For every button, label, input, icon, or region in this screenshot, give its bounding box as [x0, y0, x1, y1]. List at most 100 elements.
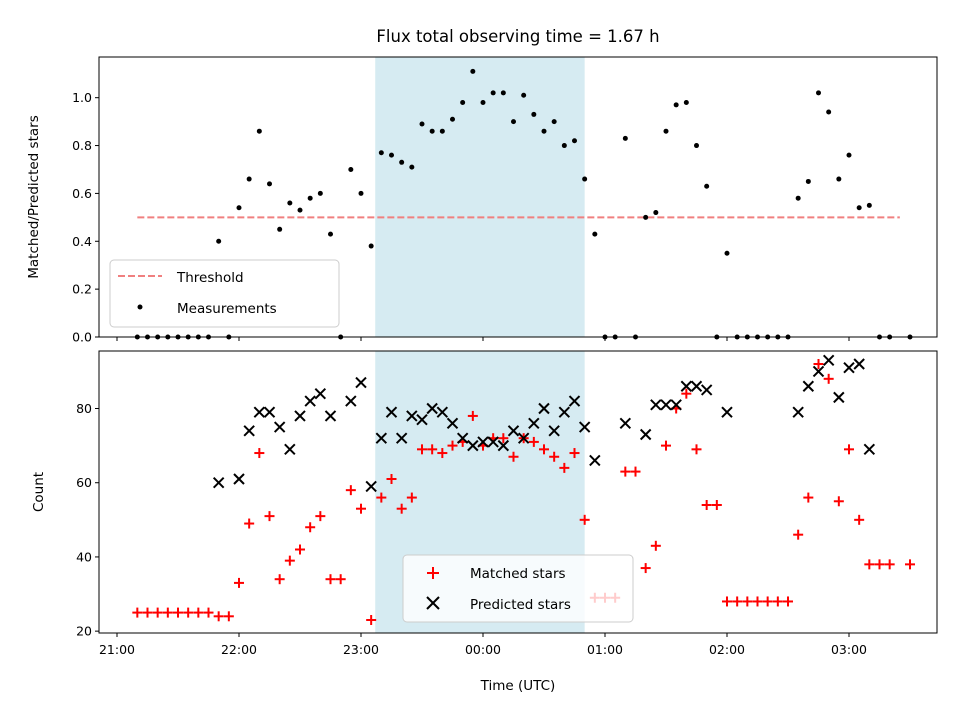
measurement-point — [805, 178, 811, 184]
measurement-point — [256, 128, 262, 134]
predicted-star-point — [375, 432, 388, 444]
predicted-star-point — [660, 399, 672, 411]
ratio-legend: Threshold Measurements — [109, 259, 340, 328]
matched-star-point — [234, 577, 244, 588]
measurement-point — [439, 128, 445, 134]
measurement-point — [561, 143, 567, 149]
matched-star-point — [732, 596, 743, 607]
matched-star-point — [630, 466, 641, 477]
predicted-star-point — [690, 380, 703, 392]
measurement-point — [816, 90, 821, 96]
matched-star-point — [427, 444, 438, 455]
matched-star-point — [142, 607, 153, 618]
ratio-frame — [98, 56, 938, 338]
matched-star-point — [152, 607, 163, 618]
measurement-point — [511, 119, 516, 125]
matched-star-point — [356, 503, 366, 514]
matched-star-point — [528, 436, 539, 447]
measurement-point — [358, 190, 364, 196]
matched-star-point — [722, 596, 732, 607]
measurement-point — [836, 176, 842, 182]
measurement-point — [277, 226, 283, 232]
matched-star-point — [711, 499, 722, 510]
measurement-point — [541, 128, 547, 134]
matched-star-point — [539, 444, 549, 455]
predicted-star-point — [365, 480, 377, 493]
legend-matched-swatch — [427, 567, 439, 579]
predicted-star-point — [589, 454, 601, 467]
matched-star-point — [274, 574, 285, 585]
measurement-point — [663, 128, 669, 134]
predicted-star-points — [212, 354, 876, 493]
matched-star-point — [508, 451, 519, 462]
matched-star-point — [701, 499, 712, 510]
matched-star-point — [783, 596, 793, 607]
matched-star-point — [345, 485, 356, 496]
ratio-x-ticks — [116, 337, 850, 341]
predicted-star-point — [284, 443, 296, 456]
measurement-point — [236, 205, 242, 211]
matched-star-point — [864, 559, 875, 570]
predicted-star-point — [853, 358, 865, 370]
matched-star-point — [772, 596, 783, 607]
predicted-star-point — [639, 428, 652, 441]
predicted-star-point — [507, 425, 520, 437]
ratio-panel: 0.0 0.2 0.4 0.6 0.8 1.0 Matched/Predicted sta… — [26, 56, 938, 345]
ratio-y-ticks: 0.0 0.2 0.4 0.6 0.8 1.0 — [72, 90, 99, 345]
count-x-ticks: 21:00 22:00 23:00 00:00 01:00 02:00 03:00 — [99, 633, 867, 657]
matched-star-point — [366, 615, 377, 626]
observing-span-top — [375, 57, 585, 337]
predicted-star-point — [568, 395, 581, 407]
measurement-point — [795, 195, 801, 201]
predicted-star-point — [416, 413, 428, 426]
legend-predicted-swatch — [426, 596, 440, 610]
measurement-point — [490, 90, 496, 96]
predicted-star-point — [517, 432, 530, 444]
measurement-point — [368, 243, 374, 249]
measurement-point — [694, 143, 699, 149]
predicted-star-point — [243, 425, 255, 437]
matched-star-point — [742, 596, 753, 607]
measurement-point — [460, 99, 466, 105]
matched-star-point — [579, 514, 590, 525]
predicted-star-point — [436, 406, 449, 418]
predicted-star-point — [863, 443, 876, 456]
predicted-star-point — [355, 376, 367, 389]
matched-star-point — [183, 607, 194, 618]
x-tick-label: 02:00 — [709, 642, 745, 657]
measurement-point — [500, 90, 506, 96]
x-tick-label: 22:00 — [221, 642, 257, 657]
matched-star-point — [437, 448, 448, 459]
matched-star-point — [396, 503, 407, 514]
y-tick-label: 60 — [76, 475, 92, 490]
predicted-star-point — [324, 410, 337, 422]
matched-star-point — [244, 518, 255, 529]
matched-star-point — [762, 596, 773, 607]
measurement-point — [551, 119, 557, 125]
predicted-star-point — [456, 432, 469, 444]
predicted-star-point — [538, 402, 550, 415]
measurement-point — [409, 164, 415, 170]
matched-star-point — [132, 607, 143, 618]
predicted-star-point — [212, 477, 225, 489]
predicted-star-point — [253, 406, 266, 418]
count-y-ticks: 20 40 60 80 — [76, 401, 99, 639]
matched-star-point — [549, 451, 560, 462]
measurement-point — [246, 176, 252, 182]
predicted-star-point — [477, 436, 489, 448]
predicted-star-point — [467, 439, 479, 452]
matched-star-point — [498, 433, 509, 444]
measurement-point — [704, 183, 710, 189]
matched-star-point — [884, 559, 895, 570]
predicted-star-point — [294, 410, 306, 422]
predicted-star-point — [843, 361, 855, 374]
matched-star-point — [752, 596, 763, 607]
y-tick-label: 0.0 — [72, 330, 92, 345]
matched-star-point — [223, 611, 234, 622]
y-tick-label: 0.2 — [72, 282, 92, 297]
predicted-star-point — [822, 354, 835, 366]
count-legend-box — [402, 554, 634, 623]
measurement-point — [866, 202, 872, 208]
matched-star-point — [640, 563, 651, 574]
matched-star-point — [905, 559, 915, 570]
